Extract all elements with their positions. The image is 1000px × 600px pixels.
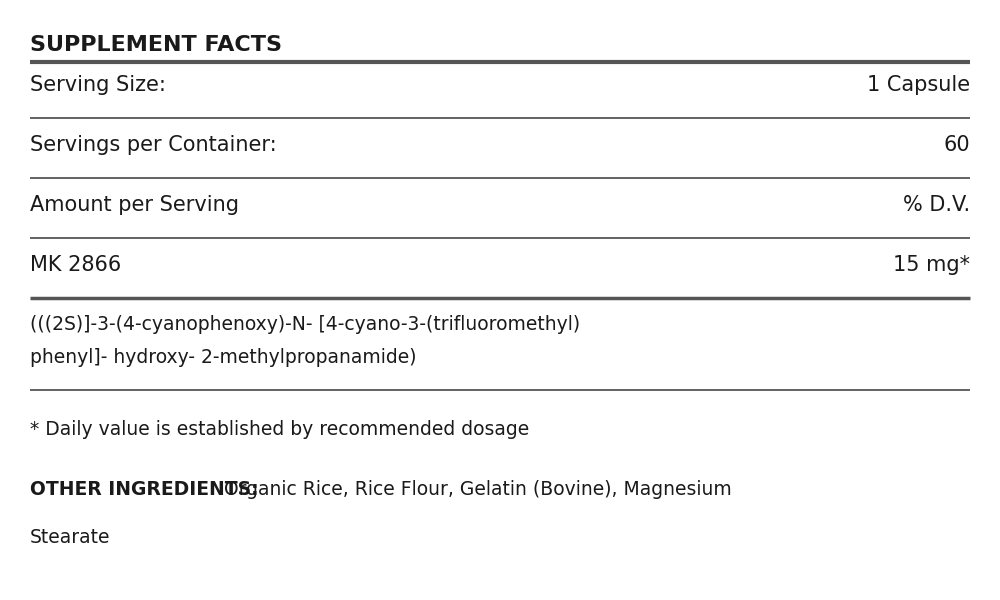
- Text: Servings per Container:: Servings per Container:: [30, 135, 277, 155]
- Text: SUPPLEMENT FACTS: SUPPLEMENT FACTS: [30, 35, 282, 55]
- Text: phenyl]- hydroxy- 2-methylpropanamide): phenyl]- hydroxy- 2-methylpropanamide): [30, 348, 416, 367]
- Text: * Daily value is established by recommended dosage: * Daily value is established by recommen…: [30, 420, 529, 439]
- Text: 60: 60: [943, 135, 970, 155]
- Text: MK 2866: MK 2866: [30, 255, 121, 275]
- Text: Serving Size:: Serving Size:: [30, 75, 166, 95]
- Text: % D.V.: % D.V.: [903, 195, 970, 215]
- Text: Amount per Serving: Amount per Serving: [30, 195, 239, 215]
- Text: Stearate: Stearate: [30, 528, 110, 547]
- Text: Organic Rice, Rice Flour, Gelatin (Bovine), Magnesium: Organic Rice, Rice Flour, Gelatin (Bovin…: [218, 480, 732, 499]
- Text: OTHER INGREDIENTS:: OTHER INGREDIENTS:: [30, 480, 259, 499]
- Text: 15 mg*: 15 mg*: [893, 255, 970, 275]
- Text: 1 Capsule: 1 Capsule: [867, 75, 970, 95]
- Text: (((2S)]-3-(4-cyanophenoxy)-N- [4-cyano-3-(trifluoromethyl): (((2S)]-3-(4-cyanophenoxy)-N- [4-cyano-3…: [30, 315, 580, 334]
